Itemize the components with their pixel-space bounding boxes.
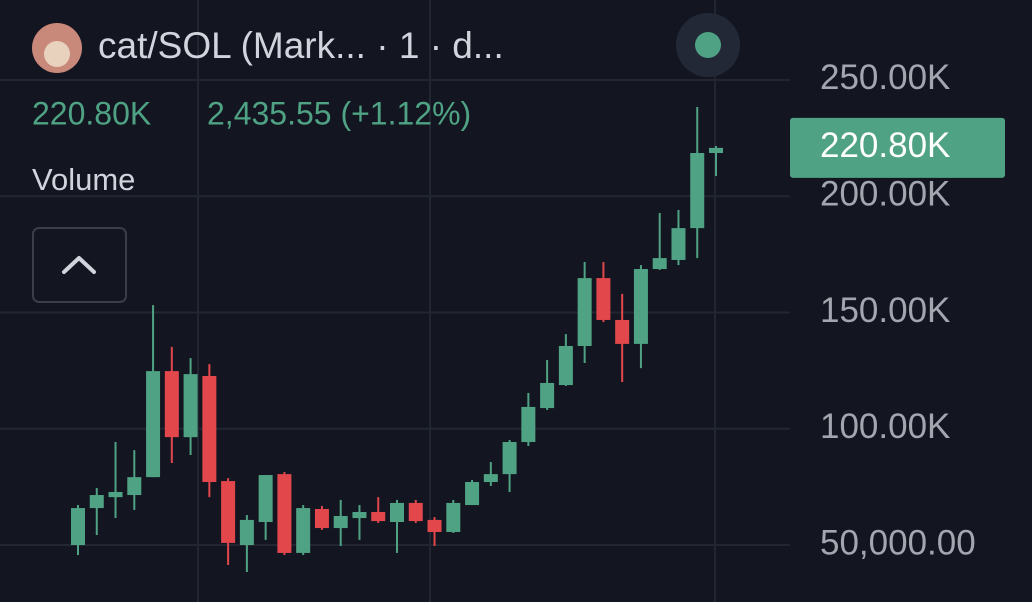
candle-body bbox=[408, 502, 423, 522]
y-axis: 50,000.00 100.00K 150.00K 200.00K 250.00K 220… bbox=[790, 58, 1005, 562]
candle-body bbox=[709, 147, 723, 153]
candle-body bbox=[221, 481, 236, 543]
candle-body bbox=[540, 382, 555, 409]
last-price-label: 220.80K bbox=[820, 126, 950, 165]
candle-body bbox=[558, 345, 573, 386]
y-tick-label: 250.00K bbox=[820, 58, 950, 97]
candle-body bbox=[296, 508, 311, 553]
candle-body bbox=[277, 474, 292, 553]
candle-body bbox=[577, 278, 592, 346]
candles bbox=[71, 106, 723, 573]
candle-body bbox=[71, 508, 85, 546]
chart-title: cat/SOL (Mark... · 1 · d... bbox=[98, 25, 504, 66]
collapse-button[interactable] bbox=[32, 227, 127, 303]
candle-body bbox=[652, 258, 667, 270]
indicator-label: Volume bbox=[32, 162, 135, 197]
candle-body bbox=[352, 512, 367, 519]
y-tick-label: 50,000.00 bbox=[820, 523, 976, 562]
candle-body bbox=[164, 371, 179, 438]
y-tick-label: 200.00K bbox=[820, 174, 950, 213]
candle-body bbox=[633, 269, 648, 344]
header-last-price: 220.80K bbox=[32, 95, 151, 131]
y-tick-label: 150.00K bbox=[820, 291, 950, 330]
candle-body bbox=[183, 374, 198, 438]
candle-body bbox=[127, 477, 142, 496]
candle-body bbox=[446, 502, 461, 533]
grid bbox=[0, 0, 790, 602]
candle-body bbox=[615, 319, 630, 344]
candle-body bbox=[371, 512, 386, 522]
candle-body bbox=[502, 442, 517, 475]
candle-body bbox=[671, 228, 686, 260]
y-tick-label: 100.00K bbox=[820, 407, 950, 446]
chevron-icon bbox=[62, 256, 96, 274]
candle-body bbox=[314, 508, 329, 529]
candle-body bbox=[108, 492, 123, 498]
header-change: 2,435.55 (+1.12%) bbox=[207, 95, 471, 131]
candle-body bbox=[390, 502, 404, 523]
candle-body bbox=[465, 482, 480, 506]
candle-body bbox=[89, 495, 104, 509]
candle-body bbox=[202, 375, 217, 483]
candle-body bbox=[427, 519, 442, 533]
candle-body bbox=[690, 152, 705, 229]
candle-body bbox=[596, 278, 611, 320]
candle-body bbox=[521, 406, 536, 443]
candle-body bbox=[483, 474, 498, 483]
last-price-box bbox=[790, 117, 1005, 178]
avatar-face bbox=[44, 41, 70, 67]
candle-body bbox=[258, 475, 273, 523]
candle-body bbox=[333, 515, 348, 529]
candle-body bbox=[146, 371, 161, 478]
status-dot bbox=[695, 32, 721, 58]
candle-body bbox=[239, 519, 254, 546]
